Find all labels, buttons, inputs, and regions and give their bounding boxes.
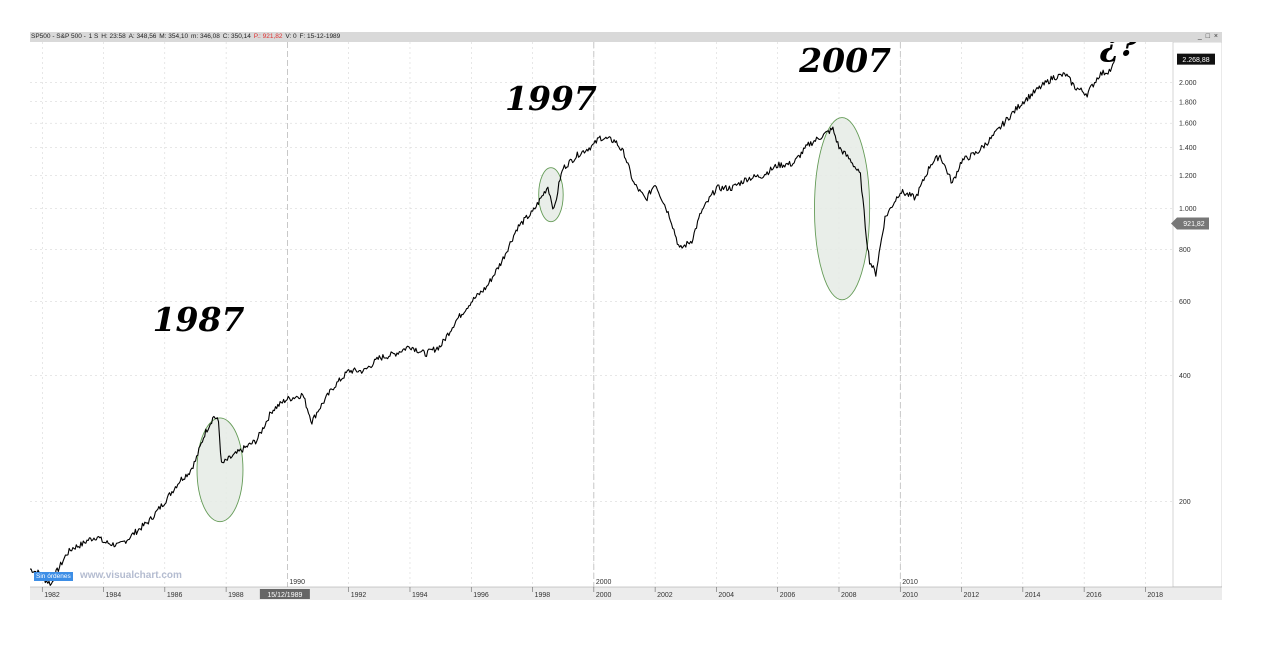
min-value: m: 346,08 [190, 33, 220, 40]
annotation-label: ¿? [1099, 42, 1139, 64]
cursor-date-label: 15/12/1989 [267, 592, 302, 599]
volume-value: V: 0 [285, 33, 297, 40]
decade-label: 1990 [289, 579, 305, 586]
event-ellipse [196, 417, 244, 523]
hour-value: H: 23:58 [101, 33, 126, 40]
x-tick-label: 2002 [657, 592, 673, 599]
x-tick-label: 1984 [106, 592, 122, 599]
max-value: M: 354,10 [159, 33, 189, 40]
y-tick-label: 1.200 [1179, 173, 1197, 180]
x-tick-label: 2012 [964, 592, 980, 599]
y-tick-label: 2.000 [1179, 80, 1197, 87]
y-tick-label: 1.600 [1179, 121, 1197, 128]
chart-title-bar: SP500 - S&P 500 - 1 S H: 23:58 A: 348,56… [30, 32, 1222, 42]
y-tick-label: 1.800 [1179, 99, 1197, 106]
maximize-icon[interactable]: □ [1205, 33, 1210, 40]
x-tick-label: 1992 [351, 592, 367, 599]
x-tick-label: 1994 [412, 592, 428, 599]
annotation-labels: 1987 1997 2007 ¿? [153, 42, 1140, 339]
y-tick-label: 600 [1179, 299, 1191, 306]
orders-badge[interactable]: Sin órdenes [34, 572, 73, 581]
x-tick-label: 2018 [1147, 592, 1163, 599]
date-value: F: 15-12-1989 [299, 33, 341, 40]
x-tick-label: 1996 [473, 592, 489, 599]
annotation-label: 2007 [798, 42, 891, 80]
event-ellipse [538, 167, 564, 223]
last-price-tag [1177, 53, 1215, 65]
x-tick-label: 2016 [1086, 592, 1102, 599]
open-value: A: 348,56 [128, 33, 157, 40]
window-controls: _ □ × [1196, 32, 1218, 42]
price-line [30, 59, 1116, 586]
axes: 200 400 600 800 1.000 1.200 1.400 1.600 1.800 2.0… [30, 42, 1222, 600]
symbol-name: SP500 - S&P 500 - [31, 33, 86, 40]
x-tick-label: 1988 [228, 592, 244, 599]
x-tick-label: 1986 [167, 592, 183, 599]
chart-window: SP500 - S&P 500 - 1 S H: 23:58 A: 348,56… [30, 32, 1222, 600]
close-icon[interactable]: × [1213, 33, 1218, 40]
y-tick-label: 1.400 [1179, 145, 1197, 152]
grid [30, 42, 1173, 587]
y-tick-label: 800 [1179, 247, 1191, 254]
decade-label: 2010 [902, 579, 918, 586]
sp500-series-line [30, 59, 1116, 586]
x-tick-label: 1982 [44, 592, 60, 599]
x-tick-label: 2010 [902, 592, 918, 599]
y-tick-label: 400 [1179, 373, 1191, 380]
minimize-icon[interactable]: _ [1197, 33, 1202, 40]
time-axis-panel [30, 587, 1222, 600]
y-tick-label: 200 [1179, 499, 1191, 506]
annotation-label: 1997 [505, 79, 597, 118]
pointer-price-label: 921,82 [1183, 221, 1205, 228]
x-tick-label: 2008 [841, 592, 857, 599]
pointer-price-tag [1171, 217, 1209, 230]
pointer-value: P.: 921,82 [253, 33, 283, 40]
period-label: 1 S [88, 33, 99, 40]
price-chart[interactable]: 200 400 600 800 1.000 1.200 1.400 1.600 1.800 2.0… [30, 42, 1222, 600]
x-tick-label: 1998 [535, 592, 551, 599]
watermark: www.visualchart.com [80, 570, 182, 581]
close-value: C: 350,14 [222, 33, 251, 40]
last-price-label: 2.268,88 [1182, 57, 1209, 64]
annotation-label: 1987 [153, 300, 245, 339]
cursor-date-box [259, 589, 310, 599]
x-tick-label: 2000 [596, 592, 612, 599]
annotations [196, 117, 871, 523]
x-tick-label: 2014 [1025, 592, 1041, 599]
event-ellipse [814, 117, 871, 301]
x-tick-label: 2006 [780, 592, 796, 599]
x-tick-label: 2004 [718, 592, 734, 599]
y-tick-label: 1.000 [1179, 206, 1197, 213]
decade-label: 2000 [596, 579, 612, 586]
